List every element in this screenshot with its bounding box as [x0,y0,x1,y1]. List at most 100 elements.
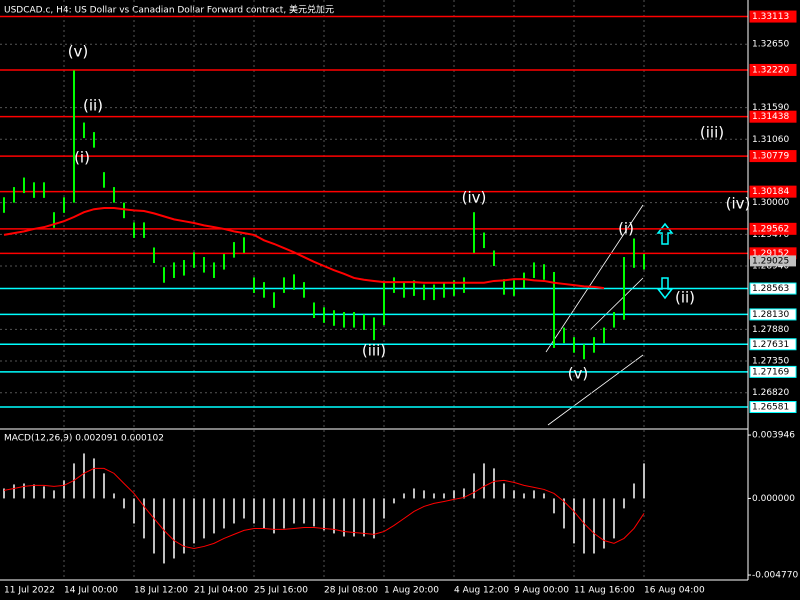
macd-bar [113,493,115,499]
level-label-box [749,282,797,295]
macd-bar [123,498,125,509]
macd-bar [3,488,5,499]
level-label-box [749,63,797,76]
macd-bar [313,498,315,527]
x-tick-label: 1 Aug 20:00 [384,586,439,596]
signal-line [3,467,645,550]
macd-bar [303,498,305,524]
last-price-label: 1.29025 [752,256,789,266]
macd-bar [153,498,155,554]
level-label-box [749,308,797,321]
macd-bar [143,498,145,539]
level-label: 1.27631 [752,340,789,350]
macd-bar [333,498,335,534]
level-label: 1.31438 [752,112,789,122]
x-tick-label: 28 Jul 08:00 [324,586,378,596]
macd-bar [193,498,195,544]
macd-bar [273,498,275,534]
level-label: 1.30779 [752,152,789,162]
macd-bar [263,498,265,529]
channel-line [589,277,644,331]
macd-bar [443,493,445,499]
macd-bar [373,498,375,539]
macd-bar [633,483,635,499]
y-tick-label: 1.31590 [752,103,789,113]
macd-bar [543,493,545,499]
macd-bar [623,498,625,509]
macd-bar [43,486,45,499]
x-tick-label: 21 Jul 04:00 [194,586,248,596]
macd-bar [523,493,525,499]
macd-bar [573,498,575,544]
y-tick-label: 1.27880 [752,325,789,335]
macd-bar [433,493,435,499]
macd-bar [393,498,395,504]
macd-bar [253,498,255,524]
macd-bar [613,498,615,539]
level-label: 1.30184 [752,187,789,197]
y-tick-label: 0.003946 [752,431,795,441]
level-label: 1.29152 [752,249,789,259]
last-price-box [750,255,796,267]
macd-bar [423,490,425,499]
channel-line [547,354,644,426]
macd-bar [343,498,345,537]
macd-bar [413,488,415,499]
y-tick-label: -0.004770 [752,571,798,581]
macd-bar [363,498,365,537]
level-label-box [749,365,797,378]
level-label-box [749,338,797,351]
macd-bar [53,490,55,499]
macd-bar [503,483,505,499]
y-tick-label: 1.27350 [752,357,789,367]
macd-bar [533,490,535,499]
wave-label: (iv) [726,195,751,213]
x-tick-label: 11 Jul 2022 [4,586,55,596]
wave-label: (iii) [362,342,386,360]
up-arrow [656,222,674,245]
macd-bar [383,498,385,519]
level-label-box [749,222,797,235]
level-label-box [749,150,797,163]
y-tick-label: 1.26820 [752,388,789,398]
wave-label: (iv) [462,189,487,207]
y-tick-label: 1.30000 [752,198,789,208]
macd-bar [563,498,565,529]
macd-bar [223,498,225,529]
chart-title: USDCAD.c, H4: US Dollar vs Canadian Doll… [4,4,334,16]
macd-bar [553,498,555,514]
macd-bar [463,488,465,499]
macd-bar [83,453,85,499]
macd-bar [63,480,65,499]
y-tick-label: 1.31060 [752,135,789,145]
level-label-box [749,401,797,414]
macd-bar [403,493,405,499]
wave-label: (ii) [83,97,103,115]
x-tick-label: 11 Aug 16:00 [574,586,635,596]
level-label: 1.27169 [752,367,789,377]
wave-label: (i) [74,149,90,167]
macd-bar [353,498,355,537]
macd-bar [453,490,455,499]
level-label-box [749,185,797,198]
level-label-box [749,10,797,23]
wave-label: (i) [618,220,634,238]
macd-bar [593,498,595,554]
macd-bar [483,463,485,499]
y-tick-label: 1.28940 [752,262,789,272]
macd-bar [323,498,325,531]
macd-bar [243,498,245,519]
level-label: 1.28563 [752,284,789,294]
level-label: 1.32220 [752,65,789,75]
macd-bar [33,484,35,499]
moving-average [3,207,605,290]
macd-bar [603,498,605,549]
macd-label: MACD(12,26,9) 0.002091 0.000102 [4,434,164,444]
x-tick-label: 25 Jul 16:00 [254,586,308,596]
macd-bar [173,498,175,559]
macd-bar [183,498,185,554]
x-tick-label: 18 Jul 12:00 [134,586,188,596]
macd-bar [103,473,105,499]
wave-label: (v) [568,365,589,383]
